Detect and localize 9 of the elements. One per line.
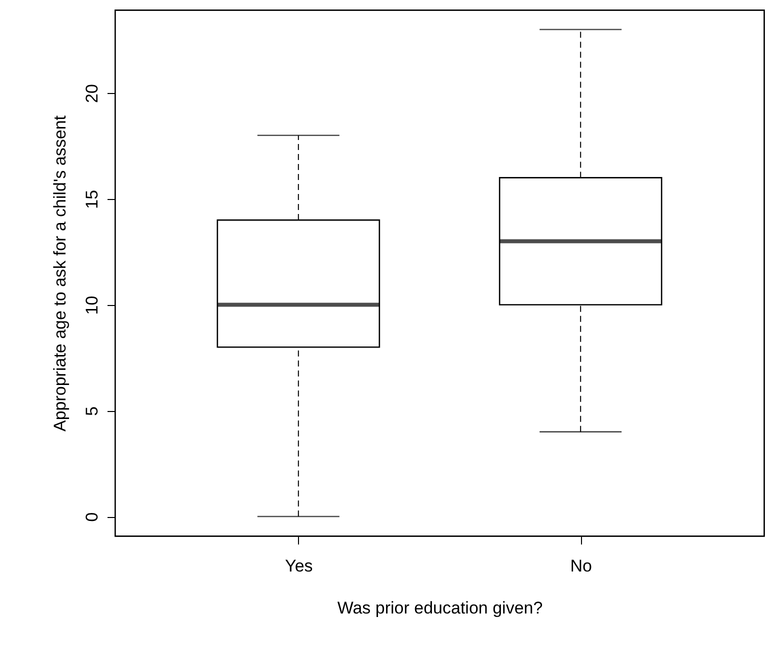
y-tick-label: 0 xyxy=(82,512,102,522)
y-tick-label: 5 xyxy=(82,406,102,416)
y-tick-label: 15 xyxy=(82,190,102,209)
x-axis-title: Was prior education given? xyxy=(337,598,543,618)
y-tick-label: 20 xyxy=(82,84,102,103)
x-tick-label: No xyxy=(570,556,592,576)
x-tick-label: Yes xyxy=(285,556,313,576)
y-tick-label: 10 xyxy=(82,296,102,315)
y-axis-title: Appropriate age to ask for a child's assent xyxy=(50,115,70,432)
